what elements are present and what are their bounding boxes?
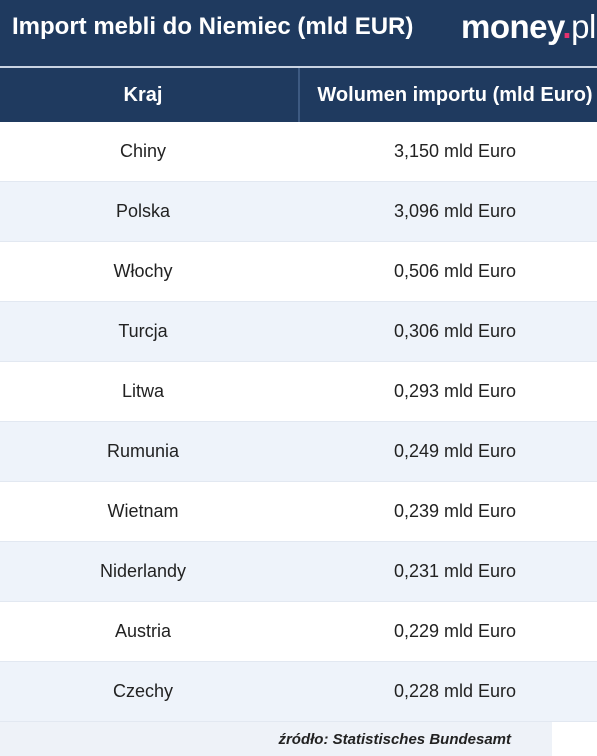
column-header: Kraj [123, 84, 163, 106]
country-cell: Turcja [118, 321, 168, 341]
country-cell: Włochy [113, 261, 173, 281]
table-header: Kraj Wolumen importu (mld Euro) [0, 68, 597, 122]
country-cell: Czechy [112, 681, 174, 701]
table-row: Wietnam 0,239 mld Euro [0, 482, 597, 542]
table-row: Litwa 0,293 mld Euro [0, 362, 597, 422]
volume-cell: 3,150 mld Euro [393, 141, 517, 161]
country-cell: Polska [115, 201, 171, 221]
volume-cell: 0,229 mld Euro [393, 621, 517, 641]
logo-text: money [461, 8, 563, 45]
title: Import mebli do Niemiec (mld EUR) [12, 13, 414, 40]
country-cell: Litwa [121, 381, 165, 401]
volume-cell: 0,306 mld Euro [393, 321, 517, 341]
table-row: Niderlandy 0,231 mld Euro [0, 542, 597, 602]
volume-cell: 0,293 mld Euro [393, 381, 517, 401]
volume-cell: 0,249 mld Euro [393, 441, 517, 461]
country-cell: Niderlandy [99, 561, 187, 581]
volume-cell: 3,096 mld Euro [393, 201, 517, 221]
separator [0, 66, 597, 68]
volume-cell: 0,239 mld Euro [393, 501, 517, 521]
volume-cell: 0,506 mld Euro [393, 261, 517, 281]
logo-suffix: pl [571, 8, 596, 45]
table-row: Chiny 3,150 mld Euro [0, 122, 597, 182]
table-row: Rumunia 0,249 mld Euro [0, 422, 597, 482]
table-row: Turcja 0,306 mld Euro [0, 302, 597, 362]
table-row: Austria 0,229 mld Euro [0, 602, 597, 662]
country-cell: Austria [114, 621, 172, 641]
table-row: Włochy 0,506 mld Euro [0, 242, 597, 302]
logo: money.pl [461, 8, 596, 46]
table-row: Polska 3,096 mld Euro [0, 182, 597, 242]
footer: źródło: Statistisches Bundesamt [0, 722, 552, 756]
column-divider [298, 68, 300, 122]
volume-cell: 0,231 mld Euro [393, 561, 517, 581]
source: źródło: Statistisches Bundesamt [278, 731, 511, 748]
title-bar: Import mebli do Niemiec (mld EUR) money.… [0, 0, 597, 66]
column-header: Wolumen importu (mld Euro) [317, 84, 593, 106]
table-row: Czechy 0,228 mld Euro [0, 662, 597, 722]
logo-dot: . [562, 8, 572, 45]
volume-cell: 0,228 mld Euro [393, 681, 517, 701]
country-cell: Rumunia [106, 441, 180, 461]
country-cell: Chiny [119, 141, 167, 161]
country-cell: Wietnam [107, 501, 179, 521]
